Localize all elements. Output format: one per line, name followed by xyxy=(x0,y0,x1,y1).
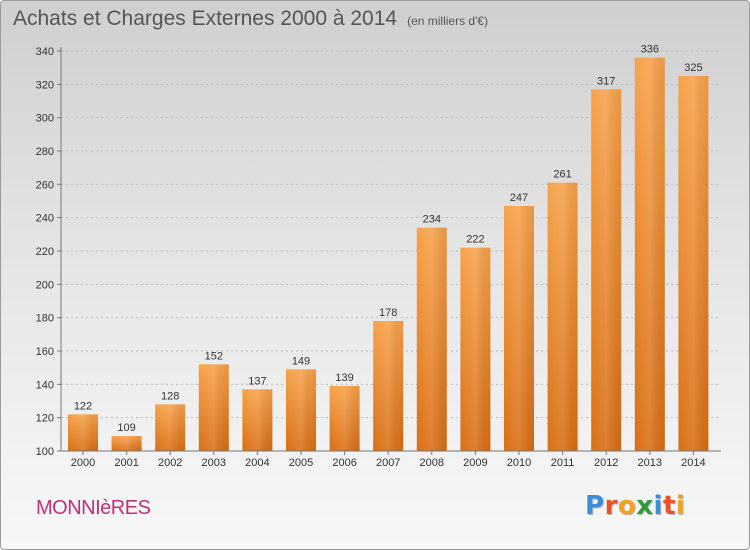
y-tick-label: 340 xyxy=(36,46,54,58)
bar-shine xyxy=(591,89,622,451)
bar-shine xyxy=(634,57,665,452)
labels-group: 100 120 140 160 180 200 220 240 260 280 300 320 340 1… xyxy=(36,44,706,469)
chart-subtitle: (en milliers d'€) xyxy=(407,14,489,28)
y-tick-label: 160 xyxy=(36,346,54,358)
bar-shine xyxy=(242,389,273,451)
logo-letter: x xyxy=(636,491,654,521)
bar-value-label: 325 xyxy=(684,62,702,74)
bar-value-label: 261 xyxy=(553,169,571,181)
bar-value-label: 139 xyxy=(335,372,353,384)
bar-value-label: 137 xyxy=(248,375,266,387)
chart-title: Achats et Charges Externes 2000 à 2014 xyxy=(13,7,398,30)
bars-group xyxy=(68,57,709,452)
x-tick-label: 2012 xyxy=(594,457,618,469)
bar-value-label: 336 xyxy=(641,44,659,56)
bar-shine xyxy=(329,386,360,451)
x-tick-label: 2011 xyxy=(551,457,575,469)
bar-value-label: 317 xyxy=(597,75,615,87)
bar-value-label: 128 xyxy=(161,390,179,402)
x-tick-label: 2000 xyxy=(71,457,95,469)
y-tick-label: 140 xyxy=(36,379,54,391)
x-tick-label: 2005 xyxy=(289,457,313,469)
bar-shine xyxy=(460,247,491,451)
bar-value-label: 234 xyxy=(423,214,441,226)
y-tick-label: 280 xyxy=(36,146,54,158)
logo-letter: i xyxy=(653,491,663,521)
chart-title-row: Achats et Charges Externes 2000 à 2014 (e… xyxy=(13,7,488,31)
y-tick-label: 300 xyxy=(36,113,54,125)
bar-shine xyxy=(155,404,186,451)
x-tick-label: 2007 xyxy=(376,457,400,469)
bar-shine xyxy=(111,436,142,451)
bar-value-label: 247 xyxy=(510,192,528,204)
x-tick-label: 2014 xyxy=(681,457,705,469)
y-tick-label: 260 xyxy=(36,179,54,191)
y-tick-label: 200 xyxy=(36,279,54,291)
x-tick-label: 2008 xyxy=(420,457,444,469)
bar-shine xyxy=(678,76,709,451)
logo-letter: o xyxy=(617,491,637,521)
bar-shine xyxy=(198,364,229,451)
bar-shine xyxy=(286,369,316,451)
logo-letter: r xyxy=(604,491,618,521)
logo-letter: i xyxy=(675,491,686,521)
y-tick-label: 100 xyxy=(36,446,54,458)
x-tick-label: 2010 xyxy=(507,457,531,469)
bar-value-label: 109 xyxy=(117,422,135,434)
bar-shine xyxy=(547,182,578,451)
y-tick-label: 180 xyxy=(36,313,54,325)
bar-shine xyxy=(373,321,404,451)
y-tick-label: 220 xyxy=(36,246,54,258)
logo-letter: t xyxy=(662,491,676,521)
logo-letter: P xyxy=(585,491,605,521)
x-tick-label: 2013 xyxy=(638,457,662,469)
bar-shine xyxy=(504,206,534,451)
bar-shine xyxy=(416,227,447,451)
bar-value-label: 149 xyxy=(292,355,310,367)
x-tick-label: 2006 xyxy=(332,457,356,469)
x-tick-label: 2002 xyxy=(158,457,182,469)
x-tick-label: 2001 xyxy=(114,457,138,469)
y-tick-label: 320 xyxy=(36,79,54,91)
x-tick-label: 2009 xyxy=(463,457,487,469)
commune-name: MONNIèRES xyxy=(36,497,151,519)
y-tick-label: 240 xyxy=(36,213,54,225)
axes-group xyxy=(57,47,721,455)
bar-value-label: 122 xyxy=(74,400,92,412)
bar-shine xyxy=(68,414,98,451)
y-tick-label: 120 xyxy=(36,413,54,425)
x-tick-label: 2003 xyxy=(202,457,226,469)
bar-value-label: 178 xyxy=(379,307,397,319)
x-tick-label: 2004 xyxy=(245,457,269,469)
proxiti-logo[interactable]: Proxiti xyxy=(585,491,685,521)
bar-value-label: 222 xyxy=(466,234,484,246)
bar-value-label: 152 xyxy=(205,350,223,362)
